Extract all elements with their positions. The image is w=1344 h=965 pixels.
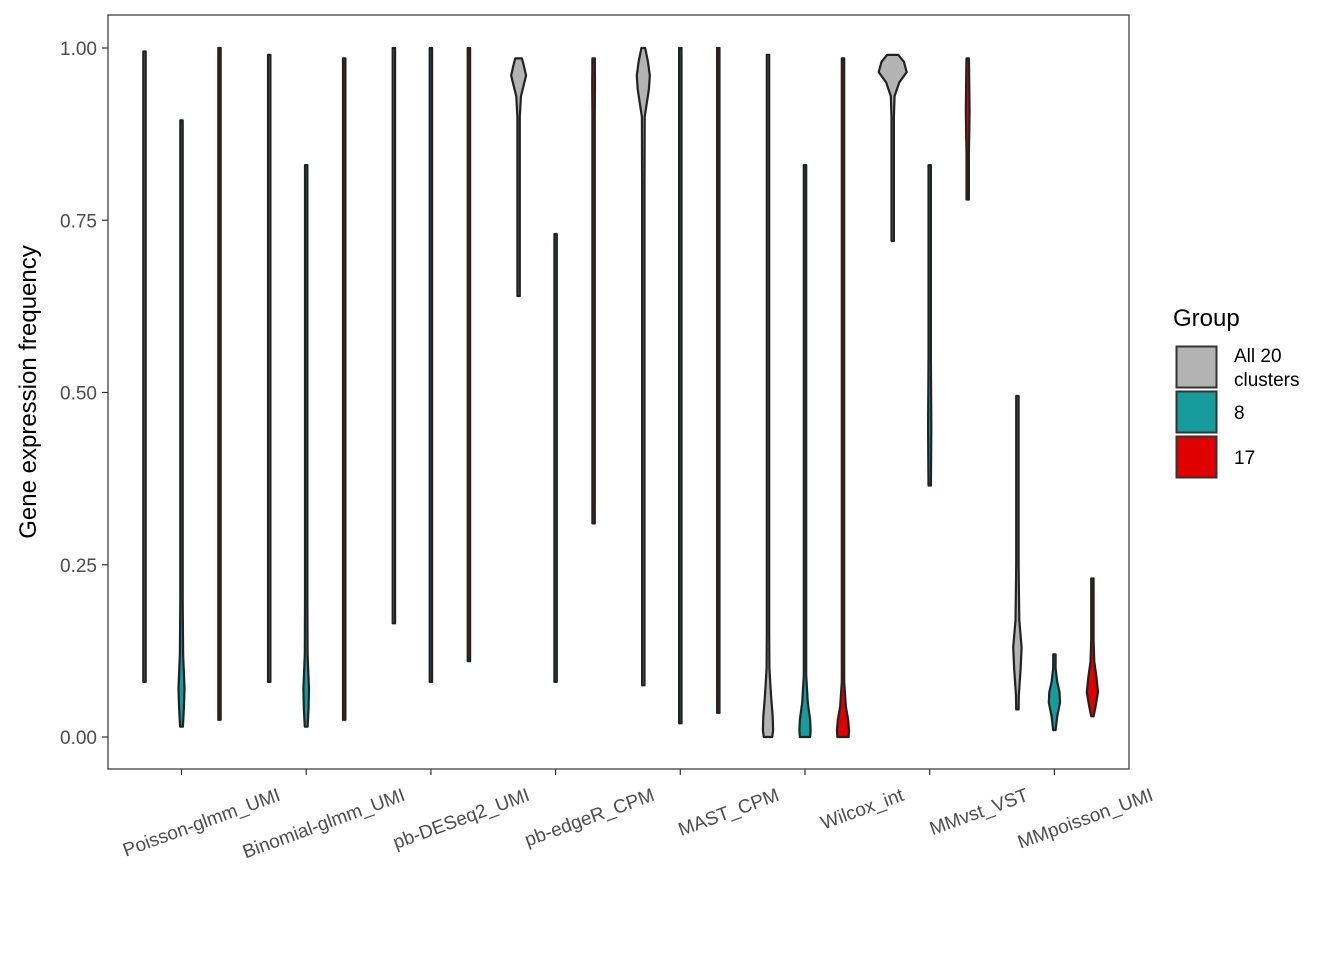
legend-label: clusters: [1234, 370, 1299, 391]
legend-label: 17: [1234, 448, 1255, 469]
violin-poisson-glmm-umi-17: [217, 46, 222, 721]
x-tick-label: MMvst_VST: [927, 785, 1032, 840]
violin-mast-cpm-17: [716, 46, 721, 714]
y-axis-title: Gene expression frequency: [15, 245, 42, 539]
legend: Group All 20 clusters 8 17: [1173, 305, 1299, 479]
violin-pb-edger-cpm-all-20-clusters: [510, 57, 528, 298]
violin-mmvst-vst-all-20-clusters: [877, 53, 908, 243]
legend-swatch: [1175, 390, 1218, 434]
legend-swatch: [1175, 345, 1218, 389]
violin-pb-edger-cpm-8: [553, 232, 558, 683]
violin-pb-deseq2-umi-all-20-clusters: [391, 46, 397, 625]
x-tick-label: pb-DESeq2_UMI: [390, 785, 532, 854]
violin-poisson-glmm-umi-all-20-clusters: [142, 50, 147, 683]
y-tick-label: 0.25: [60, 556, 97, 577]
y-tick-label: 1.00: [60, 39, 97, 60]
violin-binomial-glmm-umi-17: [341, 57, 347, 721]
legend-title: Group: [1173, 305, 1240, 332]
violin-binomial-glmm-umi-8: [302, 164, 311, 728]
violin-mmpoisson-umi-all-20-clusters: [1012, 394, 1023, 711]
x-tick-label: pb-edgeR_CPM: [522, 785, 657, 851]
violin-mmpoisson-umi-17: [1085, 577, 1100, 718]
x-tick-label: MMpoisson_UMI: [1015, 785, 1156, 853]
violin-binomial-glmm-umi-all-20-clusters: [266, 53, 272, 683]
y-tick-label: 0.50: [60, 384, 97, 405]
y-tick-label: 0.00: [60, 728, 97, 749]
panel-border: [107, 14, 1130, 770]
y-axis: 0.00 0.25 0.50 0.75 1.00: [60, 39, 108, 749]
violin-wilcox-int-all-20-clusters: [761, 53, 775, 739]
legend-label: 8: [1234, 403, 1245, 424]
violin-mast-cpm-8: [678, 46, 683, 725]
violin-pb-deseq2-umi-8: [428, 46, 434, 683]
violin-mmvst-vst-8: [926, 164, 933, 487]
x-tick-label: MAST_CPM: [676, 785, 782, 841]
violins-layer: [142, 46, 1100, 739]
violin-wilcox-int-17: [835, 57, 851, 739]
legend-label: All 20: [1234, 346, 1282, 367]
violin-pb-deseq2-umi-17: [466, 46, 472, 663]
y-tick-label: 0.75: [60, 211, 97, 232]
violin-mast-cpm-all-20-clusters: [635, 46, 651, 687]
violin-pb-edger-cpm-17: [591, 57, 597, 525]
x-tick-label: Wilcox_int: [818, 785, 907, 835]
x-axis: Poisson-glmm_UMIBinomial-glmm_UMIpb-DESe…: [120, 769, 1156, 863]
legend-swatch: [1175, 435, 1218, 479]
violin-mmvst-vst-17: [964, 57, 971, 201]
violin-wilcox-int-8: [798, 164, 812, 739]
violin-poisson-glmm-umi-8: [177, 119, 186, 728]
violin-mmpoisson-umi-8: [1047, 653, 1062, 732]
